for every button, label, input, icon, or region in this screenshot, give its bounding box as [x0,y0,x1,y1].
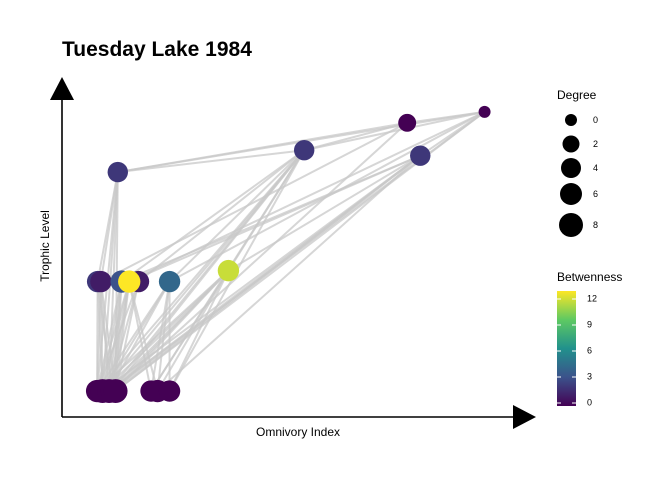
y-axis-arrowhead [50,77,74,100]
edge-a5-b7 [114,269,230,392]
edge-c1-c2 [117,149,305,174]
node-c2 [293,140,315,161]
degree-legend-key-2 [562,135,580,153]
edge-b7-c3 [227,154,421,272]
degree-legend-title: Degree [557,88,597,102]
edge-b4-c2 [137,149,305,283]
degree-legend-key-6 [560,183,582,205]
edge-b2-c1 [99,171,119,282]
node-b6 [158,270,181,293]
betweenness-colorbar [557,291,576,406]
betweenness-legend: Betwenness 12 9 6 3 0 [557,270,622,407]
node-c1 [107,161,128,183]
edge-a8-b7 [168,270,230,392]
edge-a6-b6 [150,281,171,392]
edges-layer [96,110,486,392]
node-c5 [478,105,491,118]
node-b7 [217,259,240,282]
degree-legend-label-8: 8 [593,220,598,230]
degree-legend-key-4 [561,158,581,178]
edge-a7-c3 [156,154,421,392]
edge-b6-c5 [169,111,486,283]
edge-b5-c3 [128,154,421,283]
edge-a4-c2 [111,149,305,392]
edge-a7-b6 [156,281,171,392]
degree-legend-label-0: 0 [593,115,598,125]
node-a8 [158,380,181,402]
node-b5 [118,270,141,293]
edge-a7-b5 [128,281,159,392]
edge-a5-b5 [114,281,131,392]
betweenness-tick-3: 3 [587,371,592,381]
betweenness-tick-12: 12 [587,293,597,303]
edge-b2-c4 [100,121,408,283]
degree-legend-label-2: 2 [593,139,598,149]
node-c3 [410,145,431,166]
edge-a6-b5 [128,281,153,392]
node-c4 [398,113,417,132]
degree-legend: Degree 0 2 4 6 8 [557,88,598,237]
degree-legend-key-0 [565,114,577,126]
edge-a4-b1 [96,281,114,392]
betweenness-tick-0: 0 [587,397,592,407]
node-a5 [103,379,128,403]
edge-b5-c5 [128,110,486,283]
edge-b6-c2 [168,149,305,283]
degree-legend-label-6: 6 [593,189,598,199]
degree-legend-key-8 [559,213,583,237]
edge-a2-b2 [99,281,104,392]
x-axis-label: Omnivory Index [256,425,340,439]
degree-legend-label-4: 4 [593,163,598,173]
nodes-layer [85,105,491,403]
y-axis [50,77,74,417]
edge-c4-c5 [407,110,485,124]
betweenness-legend-title: Betwenness [557,270,622,284]
x-axis-arrowhead [513,405,536,429]
betweenness-tick-9: 9 [587,319,592,329]
x-axis [62,405,536,429]
edge-a5-b2 [99,281,117,392]
edge-b7-c2 [227,149,306,272]
y-axis-label: Trophic Level [38,210,52,282]
betweenness-tick-6: 6 [587,345,592,355]
edge-b3-c2 [121,149,305,283]
chart-title: Tuesday Lake 1984 [62,38,252,61]
node-b2 [90,270,112,293]
edge-c3-c5 [419,111,486,157]
edge-c2-c5 [303,110,485,152]
